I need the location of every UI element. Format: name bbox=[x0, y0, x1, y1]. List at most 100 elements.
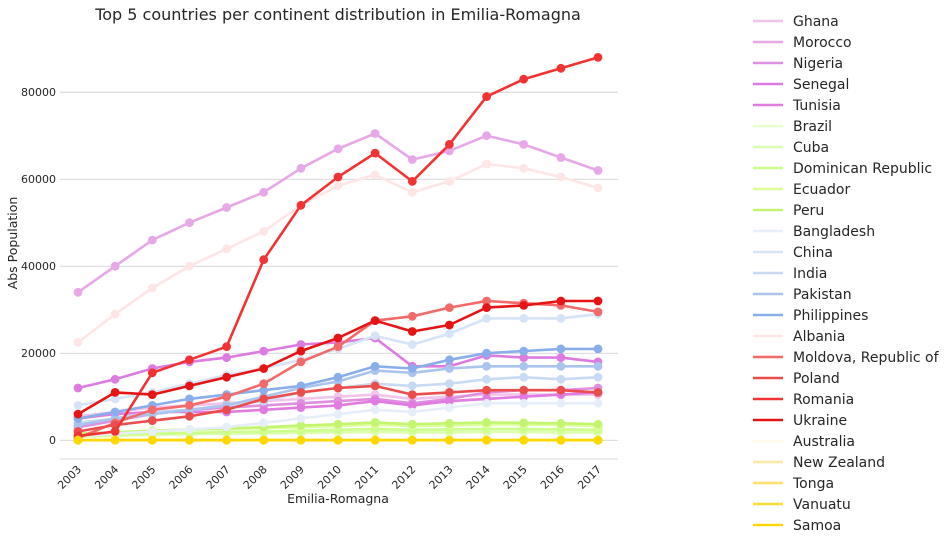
data-point bbox=[333, 419, 343, 429]
x-tick-label: 2013 bbox=[427, 463, 456, 492]
data-point bbox=[259, 405, 269, 415]
legend-label: Poland bbox=[793, 371, 840, 387]
legend-item: India bbox=[753, 266, 827, 282]
data-point bbox=[445, 355, 454, 365]
data-point bbox=[222, 435, 232, 445]
data-point bbox=[222, 353, 232, 362]
data-point bbox=[370, 396, 380, 406]
y-tick-label: 20000 bbox=[21, 347, 56, 360]
data-point bbox=[185, 394, 194, 404]
x-tick-label: 2010 bbox=[315, 463, 344, 492]
legend-label: Morocco bbox=[793, 35, 852, 51]
data-point bbox=[482, 303, 491, 312]
data-point bbox=[110, 435, 120, 445]
data-point bbox=[333, 181, 343, 191]
legend-label: Dominican Republic bbox=[793, 161, 932, 177]
data-point bbox=[370, 129, 380, 138]
data-point bbox=[296, 403, 306, 412]
legend-label: India bbox=[793, 266, 827, 282]
data-point bbox=[259, 227, 269, 236]
legend-label: Philippines bbox=[793, 308, 868, 324]
data-point bbox=[185, 261, 194, 271]
legend-item: Dominican Republic bbox=[753, 161, 932, 177]
data-point bbox=[370, 361, 380, 371]
legend-label: Ghana bbox=[793, 14, 839, 30]
series-line bbox=[77, 162, 599, 344]
data-point bbox=[556, 385, 566, 395]
data-point bbox=[407, 340, 417, 349]
data-point bbox=[259, 385, 269, 395]
data-point bbox=[519, 385, 529, 395]
data-point bbox=[519, 353, 529, 362]
data-point bbox=[259, 435, 269, 445]
data-point bbox=[222, 244, 232, 254]
legend-label: Romania bbox=[793, 392, 854, 408]
data-point bbox=[333, 144, 343, 154]
data-point bbox=[296, 435, 306, 445]
data-point bbox=[370, 381, 380, 391]
legend-label: Bangladesh bbox=[793, 224, 875, 240]
data-point bbox=[370, 405, 380, 415]
data-point bbox=[222, 405, 232, 415]
data-point bbox=[519, 346, 529, 356]
legend-label: Brazil bbox=[793, 119, 832, 135]
data-point bbox=[556, 398, 566, 408]
legend-item: Albania bbox=[753, 329, 845, 345]
data-point bbox=[482, 435, 491, 445]
data-point bbox=[296, 340, 306, 349]
legend-label: Vanuatu bbox=[793, 497, 851, 513]
data-point bbox=[222, 203, 232, 212]
data-point bbox=[222, 392, 232, 402]
series-line bbox=[77, 132, 599, 294]
data-point bbox=[259, 346, 269, 356]
legend-item: Samoa bbox=[753, 518, 841, 534]
legend-label: Pakistan bbox=[793, 287, 852, 303]
data-point bbox=[519, 301, 529, 310]
data-point bbox=[482, 296, 491, 306]
data-point bbox=[296, 381, 306, 391]
legend-item: China bbox=[753, 245, 833, 261]
data-point bbox=[333, 372, 343, 382]
data-point bbox=[147, 435, 157, 445]
data-point bbox=[519, 140, 529, 149]
data-point bbox=[593, 372, 603, 382]
legend-label: Nigeria bbox=[793, 56, 843, 72]
data-point bbox=[593, 166, 603, 175]
data-point bbox=[370, 148, 380, 158]
data-point bbox=[556, 63, 566, 73]
x-tick-label: 2017 bbox=[575, 463, 604, 492]
legend-label: Senegal bbox=[793, 77, 849, 93]
data-point bbox=[482, 92, 491, 101]
data-point bbox=[370, 435, 380, 445]
data-point bbox=[445, 403, 454, 412]
data-point bbox=[556, 361, 566, 371]
data-point bbox=[73, 409, 83, 419]
data-point bbox=[445, 140, 454, 149]
legend-label: Australia bbox=[793, 434, 855, 450]
x-tick-label: 2007 bbox=[204, 463, 233, 492]
data-point bbox=[556, 314, 566, 323]
data-point bbox=[185, 425, 194, 434]
data-point bbox=[296, 200, 306, 210]
data-point bbox=[185, 355, 194, 365]
legend-item: Senegal bbox=[753, 77, 849, 93]
data-point bbox=[333, 342, 343, 352]
data-point bbox=[445, 320, 454, 330]
legend-label: China bbox=[793, 245, 833, 261]
data-point bbox=[110, 309, 120, 319]
legend-label: Tonga bbox=[792, 476, 834, 492]
data-point bbox=[407, 381, 417, 391]
data-point bbox=[593, 53, 603, 62]
data-point bbox=[259, 394, 269, 404]
data-point bbox=[147, 368, 157, 378]
data-point bbox=[259, 364, 269, 373]
data-point bbox=[556, 353, 566, 362]
data-point bbox=[259, 379, 269, 389]
data-point bbox=[370, 170, 380, 180]
data-point bbox=[296, 357, 306, 367]
data-point bbox=[407, 407, 417, 417]
data-point bbox=[445, 435, 454, 445]
data-point bbox=[407, 364, 417, 373]
data-point bbox=[110, 374, 120, 384]
data-point bbox=[482, 131, 491, 141]
